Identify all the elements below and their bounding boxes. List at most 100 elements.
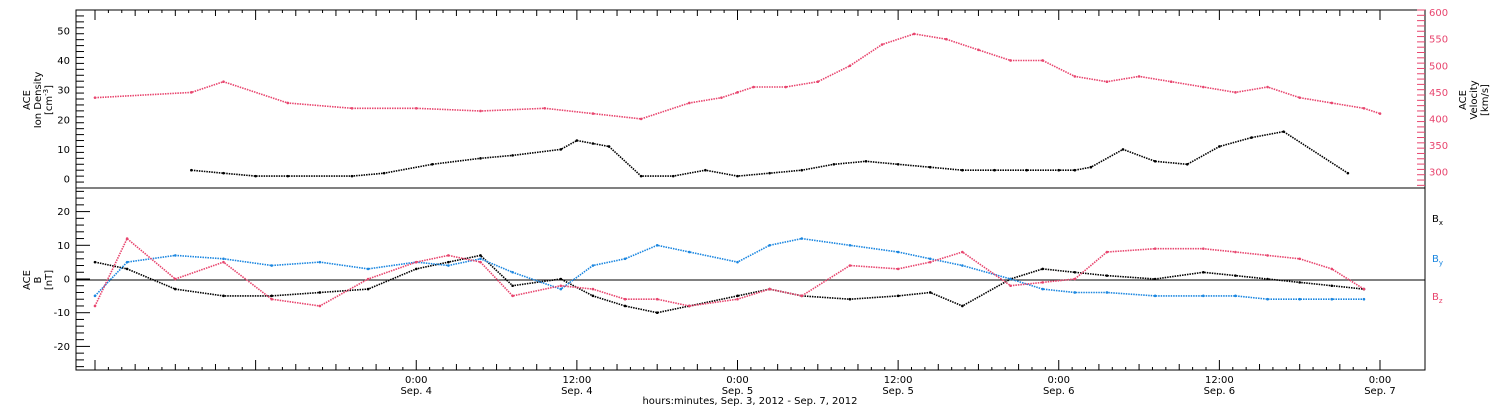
velocity-series-point — [912, 32, 916, 36]
ion-density-series-point — [1057, 168, 1061, 172]
by-series-point — [591, 264, 595, 267]
bz-series-point — [896, 267, 900, 271]
velocity-series-point — [222, 80, 225, 84]
bz-series-point — [222, 260, 225, 264]
legend-bx-sub: x — [1439, 219, 1443, 227]
by-series-point — [1266, 297, 1269, 301]
by-series-point — [479, 257, 482, 261]
bx-series-point — [591, 294, 595, 298]
top-right-tick-label: 450 — [1429, 88, 1448, 99]
bx-series-point — [414, 267, 418, 271]
ion-density-series-point — [704, 168, 707, 172]
top-right-tick-label: 350 — [1429, 141, 1448, 152]
by-series-point — [1202, 294, 1205, 298]
velocity-series-point — [816, 80, 820, 84]
bx-series-point — [511, 284, 514, 288]
legend-bx: Bx — [1432, 214, 1443, 227]
x-tick-label-date: Sep. 7 — [1364, 386, 1396, 397]
by-series — [94, 237, 1364, 301]
ion-density-series-point — [832, 162, 836, 166]
bz-series-point — [1298, 257, 1301, 261]
by-series-point — [511, 270, 514, 274]
bottom-tick-label: 0 — [64, 275, 70, 286]
legend-bz: Bz — [1432, 292, 1443, 305]
ion-density-series-point — [350, 174, 354, 178]
bottom-panel-frame — [75, 187, 1426, 371]
top-left-tick-label: 40 — [57, 56, 70, 67]
ion-density-series-point — [575, 139, 579, 142]
velocity-series-point — [414, 106, 418, 110]
bx-series-point — [1073, 270, 1077, 274]
legend-bz-base: B — [1432, 292, 1439, 303]
bz-series-point — [270, 297, 273, 301]
by-series-point — [961, 264, 964, 267]
bx-series-point — [928, 291, 932, 294]
ion-density-series-point — [928, 165, 932, 169]
bx-series-point — [961, 304, 964, 308]
bz-series-point — [447, 254, 450, 257]
bottom-left-ylabel-l1: ACE — [22, 270, 33, 290]
by-series-point — [1073, 291, 1077, 294]
bx-series-point — [1153, 277, 1157, 281]
bottom-tick-label: 20 — [57, 207, 70, 218]
x-tick-label-date: Sep. 4 — [561, 386, 593, 397]
ion-density-series-point — [1250, 136, 1253, 139]
velocity-series-point — [688, 101, 691, 105]
velocity-series-point — [1073, 75, 1077, 78]
top-left-tick-label: 10 — [57, 145, 70, 156]
bottom-left-axis: -20 -10 0 10 20 — [54, 190, 90, 368]
bottom-left-ylabel: ACE B [nT] — [22, 270, 55, 290]
velocity-series-point — [639, 117, 643, 121]
ion-density-series-point — [591, 142, 595, 145]
top-left-tick-label: 0 — [64, 175, 70, 186]
bx-series-point — [1330, 284, 1334, 288]
bx-series-point — [1298, 281, 1301, 284]
bottom-tick-label: -20 — [54, 342, 70, 353]
x-axis-title: hours:minutes, Sep. 3, 2012 - Sep. 7, 20… — [642, 396, 857, 407]
bx-series-point — [559, 277, 563, 281]
x-tick-label-time: 0:00 — [1369, 375, 1391, 386]
bx-series-point — [366, 287, 370, 291]
x-tick-label-date: Sep. 4 — [400, 386, 432, 397]
ion-density-series-point — [559, 148, 563, 151]
by-series-point — [1105, 291, 1109, 294]
velocity-series-point — [1362, 106, 1366, 110]
velocity-series-point — [1234, 91, 1237, 94]
by-series-point — [222, 257, 225, 261]
ion-density-series-point — [993, 168, 996, 172]
by-series-point — [768, 243, 771, 247]
by-series-point — [928, 257, 932, 261]
legend-bz-sub: z — [1439, 297, 1443, 305]
bx-series-point — [125, 267, 129, 271]
x-tick-label-date: Sep. 5 — [882, 386, 914, 397]
x-tick-label-time: 12:00 — [1205, 375, 1234, 386]
bz-series-point — [961, 250, 964, 254]
x-tick-label-time: 12:00 — [562, 375, 591, 386]
by-series-point — [800, 237, 804, 240]
bx-series-point — [318, 291, 322, 294]
top-right-tick-label: 600 — [1429, 8, 1448, 19]
bz-series-point — [688, 304, 691, 308]
bz-series-point — [414, 260, 418, 264]
bz-series-point — [174, 277, 177, 281]
bx-series-point — [848, 297, 852, 301]
top-left-tick-label: 30 — [57, 86, 70, 97]
bottom-left-ylabel-l2: B — [33, 276, 44, 283]
bz-series-point — [1362, 287, 1366, 291]
bz-series-point — [1330, 267, 1334, 271]
by-series-point — [1234, 294, 1237, 298]
ion-density-series-point — [1121, 148, 1125, 151]
bz-series-point — [928, 260, 932, 264]
x-tick-label-time: 0:00 — [405, 375, 427, 386]
ion-density-series-point — [800, 168, 804, 172]
velocity-series-point — [752, 85, 755, 89]
bx-series-point — [623, 304, 627, 308]
by-series-point — [1009, 277, 1012, 281]
bz-series-point — [479, 260, 482, 264]
ion-density-series-point — [736, 174, 739, 178]
velocity-series-point — [1041, 59, 1044, 62]
top-right-tick-label: 550 — [1429, 35, 1448, 46]
ion-density-series-point — [961, 168, 964, 172]
velocity-series-point — [1266, 85, 1269, 89]
ion-density-series-point — [607, 145, 611, 148]
